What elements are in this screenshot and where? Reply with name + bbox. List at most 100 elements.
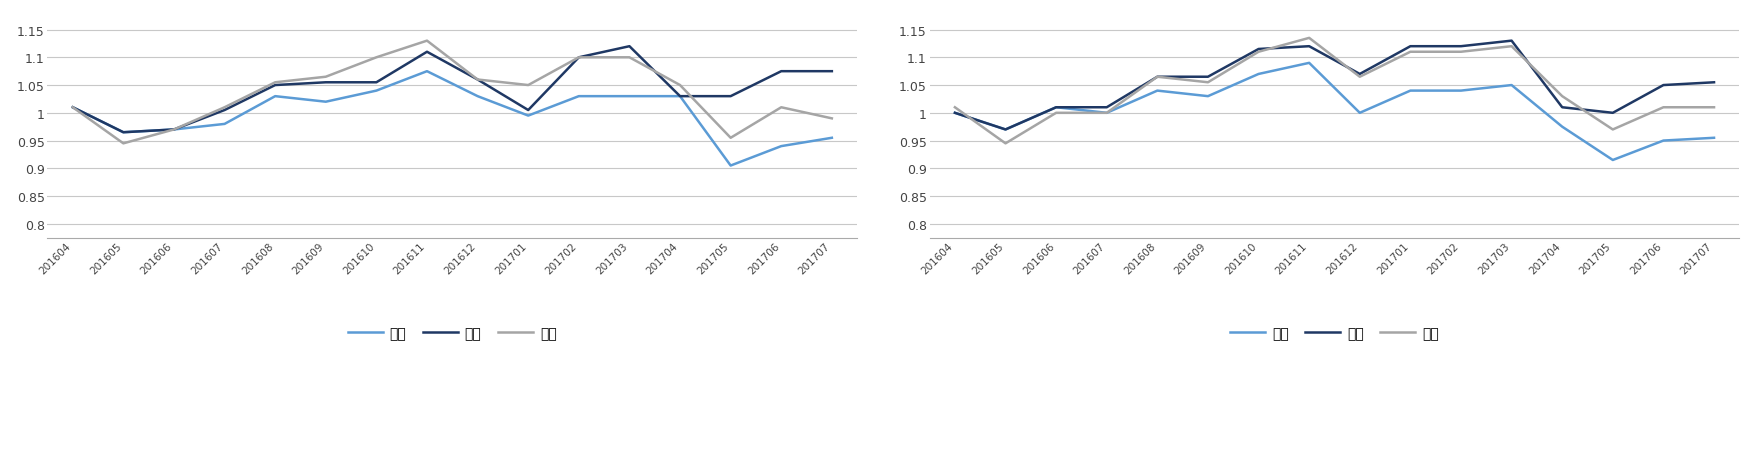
Line: 空头: 空头	[955, 64, 1713, 161]
空头	[569, 94, 590, 100]
多头	[1702, 106, 1723, 111]
中性	[995, 128, 1016, 133]
多头	[569, 55, 590, 61]
中性	[1299, 44, 1320, 50]
中性	[1348, 72, 1369, 78]
空头	[1095, 111, 1116, 116]
多头	[365, 55, 386, 61]
多头	[1450, 50, 1471, 55]
Line: 多头: 多头	[72, 41, 832, 144]
多头	[1197, 80, 1218, 86]
空头	[1702, 136, 1723, 141]
中性	[1095, 106, 1116, 111]
空头	[1450, 89, 1471, 94]
中性	[1501, 39, 1522, 44]
多头	[316, 75, 337, 80]
多头	[944, 106, 965, 111]
中性	[944, 111, 965, 116]
空头	[1651, 138, 1673, 144]
空头	[1601, 158, 1622, 163]
空头	[1146, 89, 1167, 94]
Line: 中性: 中性	[955, 41, 1713, 130]
多头	[1146, 75, 1167, 80]
多头	[467, 78, 488, 83]
空头	[821, 136, 842, 141]
中性	[365, 80, 386, 86]
中性	[1601, 111, 1622, 116]
中性	[214, 108, 235, 114]
空头	[995, 128, 1016, 133]
Legend: 空头, 中性, 多头: 空头, 中性, 多头	[342, 322, 562, 346]
Line: 中性: 中性	[72, 47, 832, 133]
多头	[1601, 128, 1622, 133]
多头	[1248, 50, 1269, 55]
空头	[1248, 72, 1269, 78]
空头	[61, 106, 82, 111]
Line: 空头: 空头	[72, 72, 832, 166]
中性	[467, 78, 488, 83]
中性	[61, 106, 82, 111]
空头	[770, 144, 792, 149]
多头	[61, 106, 82, 111]
多头	[265, 80, 286, 86]
中性	[821, 69, 842, 75]
多头	[1501, 44, 1522, 50]
多头	[821, 116, 842, 122]
空头	[1348, 111, 1369, 116]
空头	[1399, 89, 1420, 94]
空头	[265, 94, 286, 100]
空头	[1197, 94, 1218, 100]
中性	[518, 108, 539, 114]
中性	[112, 130, 133, 136]
中性	[669, 94, 690, 100]
中性	[770, 69, 792, 75]
多头	[1348, 75, 1369, 80]
空头	[518, 114, 539, 119]
空头	[618, 94, 639, 100]
空头	[1044, 106, 1065, 111]
多头	[112, 141, 133, 147]
空头	[1501, 83, 1522, 88]
中性	[1197, 75, 1218, 80]
Line: 多头: 多头	[955, 39, 1713, 144]
空头	[669, 94, 690, 100]
空头	[467, 94, 488, 100]
多头	[163, 128, 184, 133]
多头	[416, 39, 437, 44]
多头	[669, 83, 690, 88]
空头	[944, 111, 965, 116]
中性	[163, 128, 184, 133]
多头	[1551, 94, 1572, 100]
空头	[416, 69, 437, 75]
空头	[163, 128, 184, 133]
中性	[1702, 80, 1723, 86]
中性	[265, 83, 286, 88]
中性	[1651, 83, 1673, 88]
多头	[618, 55, 639, 61]
多头	[995, 141, 1016, 147]
空头	[1299, 61, 1320, 66]
空头	[112, 130, 133, 136]
空头	[720, 163, 741, 169]
中性	[1450, 44, 1471, 50]
中性	[720, 94, 741, 100]
多头	[1651, 106, 1673, 111]
中性	[569, 55, 590, 61]
多头	[518, 83, 539, 88]
中性	[618, 44, 639, 50]
中性	[1399, 44, 1420, 50]
中性	[316, 80, 337, 86]
中性	[1248, 47, 1269, 53]
空头	[316, 100, 337, 105]
中性	[1146, 75, 1167, 80]
空头	[1551, 124, 1572, 130]
Legend: 空头, 中性, 多头: 空头, 中性, 多头	[1223, 322, 1444, 346]
多头	[770, 106, 792, 111]
多头	[1299, 36, 1320, 41]
多头	[720, 136, 741, 141]
多头	[214, 106, 235, 111]
多头	[1399, 50, 1420, 55]
多头	[1095, 111, 1116, 116]
空头	[214, 122, 235, 127]
多头	[1044, 111, 1065, 116]
